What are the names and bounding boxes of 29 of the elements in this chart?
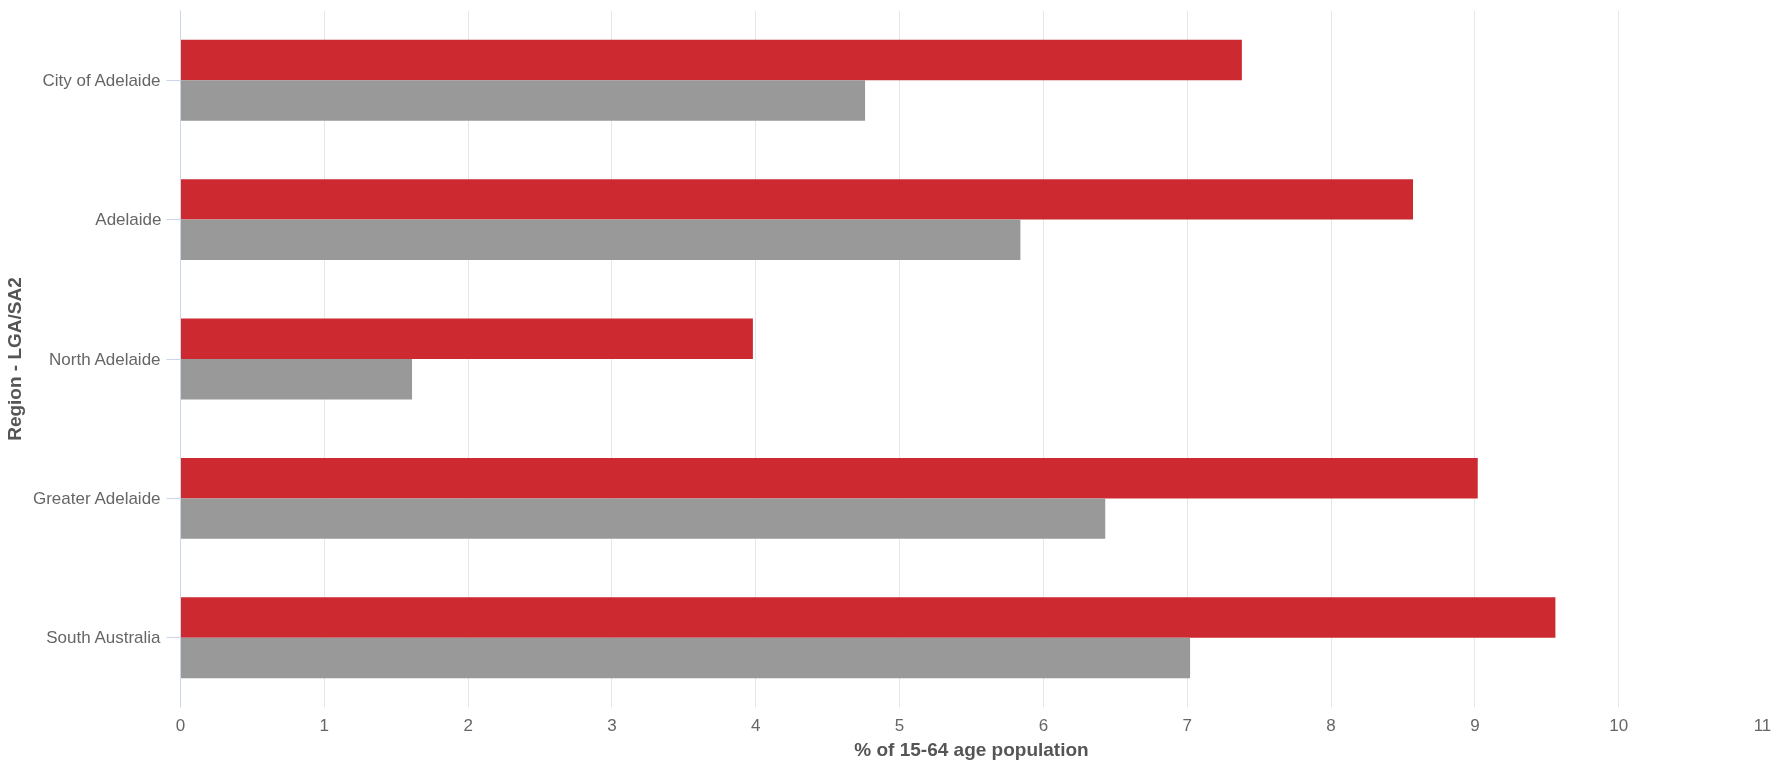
bar xyxy=(180,457,1478,499)
x-tick-label: 9 xyxy=(1470,715,1480,735)
bar xyxy=(180,80,866,121)
y-tick-label: South Australia xyxy=(46,628,162,648)
bar xyxy=(180,498,1106,539)
y-tick-label: North Adelaide xyxy=(49,349,161,369)
bar xyxy=(180,219,1021,261)
x-tick-label: 3 xyxy=(607,715,617,735)
x-tick-label: 11 xyxy=(1753,715,1772,735)
bar xyxy=(180,637,1191,679)
bar xyxy=(180,359,413,400)
x-tick-label: 8 xyxy=(1326,715,1336,735)
x-tick-label: 5 xyxy=(894,715,905,735)
x-axis-title: % of 15-64 age population xyxy=(854,738,1089,760)
y-tick-label: Adelaide xyxy=(95,210,162,230)
x-tick-label: 7 xyxy=(1182,715,1192,735)
bar xyxy=(180,597,1556,638)
x-tick-label: 6 xyxy=(1038,715,1049,735)
y-tick-label: City of Adelaide xyxy=(42,70,161,90)
x-tick-label: 10 xyxy=(1609,715,1629,735)
x-tick-label: 2 xyxy=(463,715,473,735)
y-tick-label: Greater Adelaide xyxy=(32,488,161,508)
bar xyxy=(180,179,1414,220)
y-axis-title: Region - LGA/SA2 xyxy=(3,277,25,441)
x-tick-label: 0 xyxy=(175,715,186,735)
x-tick-label: 1 xyxy=(319,715,330,735)
bar xyxy=(180,318,753,359)
x-tick-label: 4 xyxy=(751,715,761,735)
bar xyxy=(180,39,1242,81)
